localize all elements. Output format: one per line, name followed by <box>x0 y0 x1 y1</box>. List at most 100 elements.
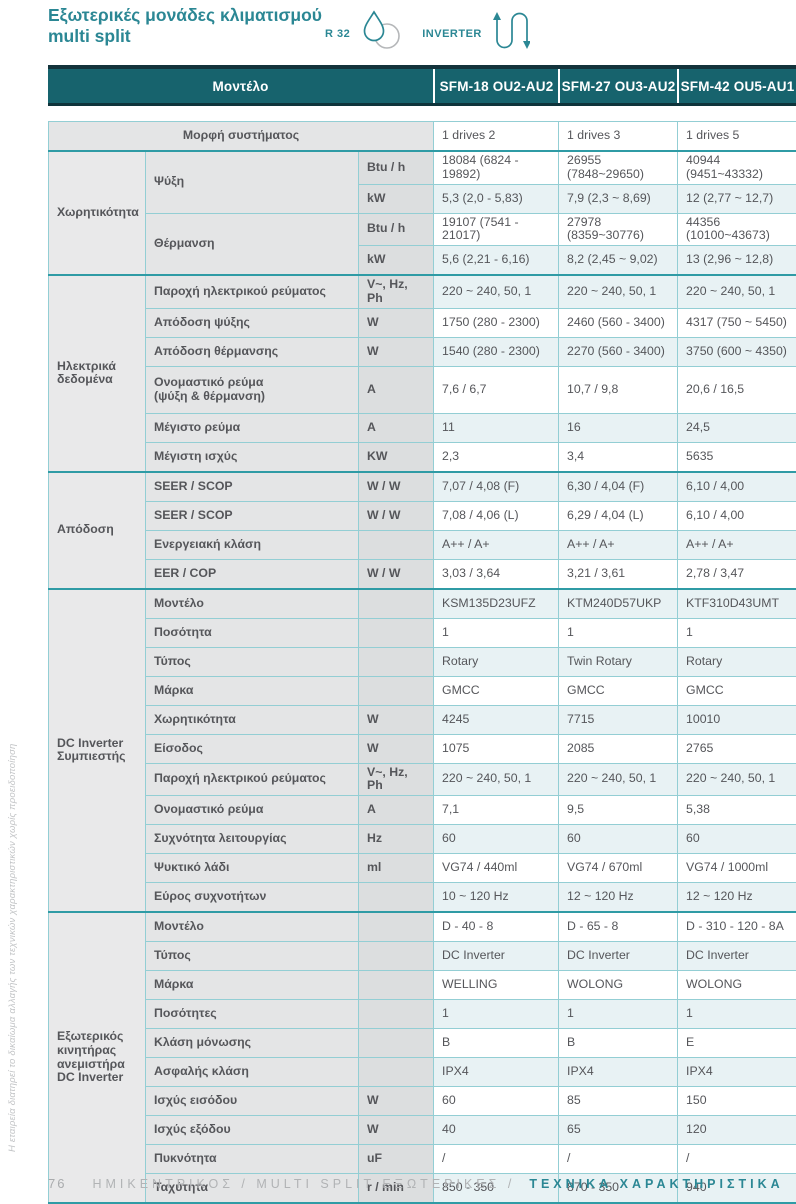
value-cell: 120 <box>678 1116 796 1145</box>
value-cell: 1 <box>678 618 796 647</box>
value-cell: VG74 / 1000ml <box>678 854 796 883</box>
unit-cell: W <box>359 705 434 734</box>
param-cell: Είσοδος <box>146 734 359 763</box>
value-cell: 11 <box>434 413 559 442</box>
value-cell: 20,6 / 16,5 <box>678 366 796 413</box>
param-cell: Μοντέλο <box>146 589 359 619</box>
value-cell: IPX4 <box>559 1058 678 1087</box>
unit-cell <box>359 942 434 971</box>
value-cell: 1540 (280 - 2300) <box>434 337 559 366</box>
value-cell: 220 ~ 240, 50, 1 <box>434 275 559 308</box>
value-cell: 220 ~ 240, 50, 1 <box>678 763 796 796</box>
r32-label: R 32 <box>325 28 350 40</box>
value-cell: B <box>559 1029 678 1058</box>
unit-cell: A <box>359 366 434 413</box>
unit-cell: W <box>359 734 434 763</box>
value-cell: 5,6 (2,21 - 6,16) <box>434 246 559 276</box>
value-cell: GMCC <box>559 676 678 705</box>
page-title: Εξωτερικές μονάδες κλιματισμού multi spl… <box>48 5 322 47</box>
value-cell: 220 ~ 240, 50, 1 <box>559 275 678 308</box>
param-cell: Θέρμανση <box>146 213 359 275</box>
value-cell: A++ / A+ <box>559 530 678 559</box>
value-cell: 60 <box>559 825 678 854</box>
value-cell: 4317 (750 ~ 5450) <box>678 308 796 337</box>
value-cell: 3,03 / 3,64 <box>434 559 559 589</box>
group-cell: Απόδοση <box>49 472 146 589</box>
value-cell: WELLING <box>434 971 559 1000</box>
value-cell: 85 <box>559 1087 678 1116</box>
value-cell: 7,07 / 4,08 (F) <box>434 472 559 502</box>
inverter-label: INVERTER <box>422 28 482 40</box>
value-cell: KTM240D57UKP <box>559 589 678 619</box>
unit-cell: W / W <box>359 501 434 530</box>
value-cell: 7,6 / 6,7 <box>434 366 559 413</box>
unit-cell: W / W <box>359 559 434 589</box>
param-cell: Παροχή ηλεκτρικού ρεύματος <box>146 763 359 796</box>
value-cell: A++ / A+ <box>678 530 796 559</box>
badge-row: R 32 INVERTER <box>325 8 530 59</box>
value-cell: Rotary <box>434 647 559 676</box>
value-cell: 220 ~ 240, 50, 1 <box>559 763 678 796</box>
param-cell: Συχνότητα λειτουργίας <box>146 825 359 854</box>
unit-cell: W / W <box>359 472 434 502</box>
param-cell: Μέγιστη ισχύς <box>146 442 359 472</box>
param-cell: Ψύξη <box>146 151 359 213</box>
value-cell: 6,30 / 4,04 (F) <box>559 472 678 502</box>
group-cell: DC Inverter Συμπιεστής <box>49 589 146 913</box>
footer-page-number: 76 <box>48 1176 66 1191</box>
value-cell: DC Inverter <box>678 942 796 971</box>
param-cell: Τύπος <box>146 942 359 971</box>
value-cell: 19107 (7541 - 21017) <box>434 213 559 246</box>
unit-cell <box>359 971 434 1000</box>
value-cell: 16 <box>559 413 678 442</box>
unit-cell <box>359 1000 434 1029</box>
side-note: Η εταιρεία διατηρεί το δικαίωμα αλλαγής … <box>7 682 18 1152</box>
value-cell: Twin Rotary <box>559 647 678 676</box>
value-cell: 5,3 (2,0 - 5,83) <box>434 184 559 213</box>
unit-cell: kW <box>359 184 434 213</box>
value-cell: IPX4 <box>678 1058 796 1087</box>
value-cell: Rotary <box>678 647 796 676</box>
value-cell: 8,2 (2,45 ~ 9,02) <box>559 246 678 276</box>
param-cell: Ψυκτικό λάδι <box>146 854 359 883</box>
unit-cell: V~, Hz, Ph <box>359 763 434 796</box>
value-cell: VG74 / 440ml <box>434 854 559 883</box>
value-cell: 1750 (280 - 2300) <box>434 308 559 337</box>
value-cell: 40944 (9451~43332) <box>678 151 796 184</box>
param-cell: Τύπος <box>146 647 359 676</box>
value-cell: 60 <box>678 825 796 854</box>
value-cell: 65 <box>559 1116 678 1145</box>
value-cell: E <box>678 1029 796 1058</box>
param-cell: Απόδοση ψύξης <box>146 308 359 337</box>
unit-cell <box>359 530 434 559</box>
value-cell: KSM135D23UFZ <box>434 589 559 619</box>
model-name: SFM-27 OU3-AU2 <box>558 69 677 103</box>
value-cell: 3,4 <box>559 442 678 472</box>
param-cell: Μοντέλο <box>146 912 359 942</box>
value-cell: D - 65 - 8 <box>559 912 678 942</box>
page-title-line1: Εξωτερικές μονάδες κλιματισμού <box>48 5 322 26</box>
value-cell: 1 <box>678 1000 796 1029</box>
value-cell: 6,10 / 4,00 <box>678 501 796 530</box>
value-cell: 1 <box>559 1000 678 1029</box>
value-cell: 7,9 (2,3 ~ 8,69) <box>559 184 678 213</box>
value-cell: 60 <box>434 1087 559 1116</box>
unit-cell <box>359 1029 434 1058</box>
param-cell: Ισχύς εισόδου <box>146 1087 359 1116</box>
